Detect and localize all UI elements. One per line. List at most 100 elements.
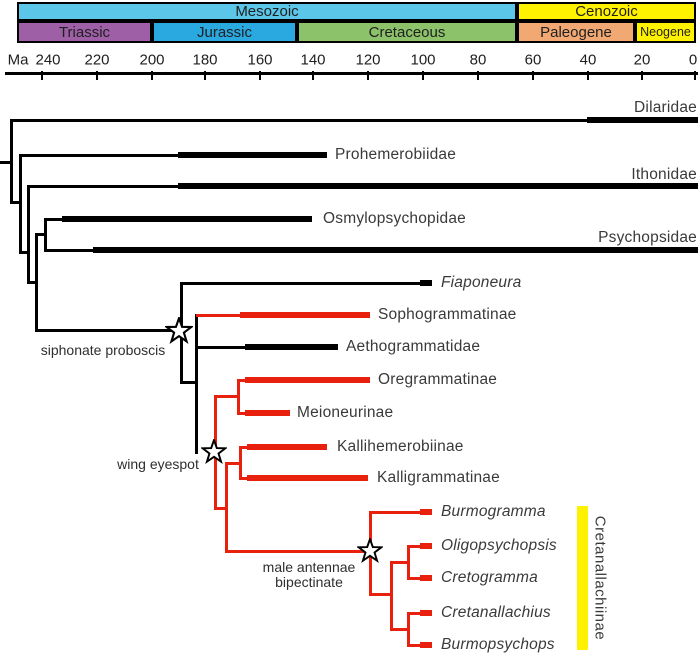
osmylo-psycho-vertical [43,217,47,252]
range-bar-ithonidae [178,183,698,189]
range-bar-burmogramma [420,509,432,515]
taxon-label-prohemerobiidae: Prohemerobiidae [335,146,457,163]
axis-tick-label-80: 80 [469,51,487,69]
taxon-label-kallihemerobiinae: Kallihemerobiinae [337,438,464,455]
axis-tick-label-20: 20 [633,51,651,69]
range-bar-prohemerobiidae [178,152,327,158]
branch-oligopsychopsis [408,544,420,548]
branch-cretanallachius [408,611,420,615]
jog-node2 [9,200,22,204]
axis-tick-80 [476,71,480,80]
axis-tick-label-100: 100 [410,51,436,69]
branch-aethogrammatidae [196,345,245,349]
branch-oregrammatinae [238,378,245,382]
timescale-period-neogene: Neogene [635,21,696,43]
stem-osmylo-psycho [34,232,47,236]
axis-tick-label-0: 0 [688,51,698,69]
timescale-period-jurassic: Jurassic [152,21,297,43]
taxon-label-aethogrammatidae: Aethogrammatidae [346,338,481,355]
branch-psychopsidae [45,248,93,252]
inner-clade-vertical [389,560,393,631]
axis-tick-label-200: 200 [139,51,165,69]
range-bar-dilaridae [587,117,698,123]
star-wing-eyespot [199,437,229,465]
axis-tick-0 [693,71,697,80]
jog-lower-clade [213,506,228,510]
taxon-label-burmopsychops: Burmopsychops [441,636,555,653]
ore-mei-vertical [236,378,240,415]
annotation-bipectinate: bipectinate [275,574,343,590]
range-bar-cretogramma [420,575,432,581]
axis-tick-label-40: 40 [579,51,597,69]
range-bar-osmylopsychopidae [62,216,312,222]
timescale-era-mesozoic: Mesozoic [17,2,517,21]
taxon-label-cretogramma: Cretogramma [441,569,538,586]
taxon-label-sophogrammatinae: Sophogrammatinae [378,306,517,323]
node3-vertical [26,184,30,284]
axis-tick-label-180: 180 [192,51,218,69]
axis-tick-200 [150,71,154,80]
branch-meioneurinae [238,411,245,415]
axis-tick-140 [311,71,315,80]
jog-node3 [18,250,30,254]
range-bar-kallihemerobiinae [247,444,327,450]
taxon-label-fiaponeura: Fiaponeura [441,274,522,291]
taxon-label-osmylopsychopidae: Osmylopsychopidae [323,210,466,227]
branch-burmopsychops [408,643,420,647]
axis-tick-label-120: 120 [355,51,381,69]
annotation-wing-eyespot: wing eyespot [117,456,199,472]
branch-prohemerobiidae [20,153,178,157]
cretana-burmo-vertical [406,611,410,647]
jog-inner-clade [368,592,393,596]
axis-tick-label-160: 160 [247,51,273,69]
range-bar-meioneurinae [245,410,290,416]
range-bar-kalligrammatinae [247,475,368,481]
annotation-siphonate-proboscis: siphonate proboscis [40,342,166,358]
cretanallachiinae-clade-bar [577,506,588,650]
axis-tick-40 [586,71,590,80]
stem-to-star1 [34,328,181,332]
timescale-era-cenozoic: Cenozoic [517,2,696,21]
root-tick [0,160,12,164]
range-bar-oligopsychopsis [420,543,432,549]
taxon-label-oligopsychopsis: Oligopsychopsis [441,537,557,554]
range-bar-fiaponeura [420,280,432,286]
range-bar-cretanallachius [420,610,432,616]
ma-unit-label: Ma [7,51,29,69]
kalli-cretana-vertical [224,461,228,553]
branch-kalligrammatinae [240,476,247,480]
taxon-label-burmogramma: Burmogramma [441,503,546,520]
timescale-period-triassic: Triassic [17,21,152,43]
taxon-label-dilaridae: Dilaridae [634,99,697,116]
axis-tick-20 [640,71,644,80]
star-male-antennae [355,536,385,564]
node4-vertical [34,232,38,332]
stem-kalli-pair [224,461,242,465]
branch-burmogramma [370,510,420,514]
branch-kallihemerobiinae [240,445,247,449]
axis-tick-label-140: 140 [300,51,326,69]
sopho-aetho-vertical [194,313,198,454]
node2-vertical [18,153,22,254]
range-bar-sophogrammatinae [240,312,370,318]
star-siphonate-proboscis [163,314,195,345]
branch-cretogramma [408,576,420,580]
stem-to-star3 [224,549,372,553]
axis-tick-120 [366,71,370,80]
axis-tick-label-220: 220 [84,51,110,69]
branch-sophogrammatinae [196,313,240,317]
stem-cretana-burmo [389,627,410,631]
axis-tick-label-60: 60 [524,51,542,69]
cretanallachiinae-clade-label: Cretanallachiinae [591,515,609,641]
taxon-label-cretanallachius: Cretanallachius [441,604,551,621]
branch-osmylopsychopidae [45,217,62,221]
oligo-creto-vertical [406,544,410,580]
axis-tick-label-240: 240 [35,51,61,69]
axis-tick-100 [421,71,425,80]
kalli-pair-vertical [238,445,242,480]
axis-tick-240 [40,71,44,80]
stem-oligo-creto [389,560,410,564]
taxon-label-ithonidae: Ithonidae [631,166,697,183]
axis-tick-180 [203,71,207,80]
